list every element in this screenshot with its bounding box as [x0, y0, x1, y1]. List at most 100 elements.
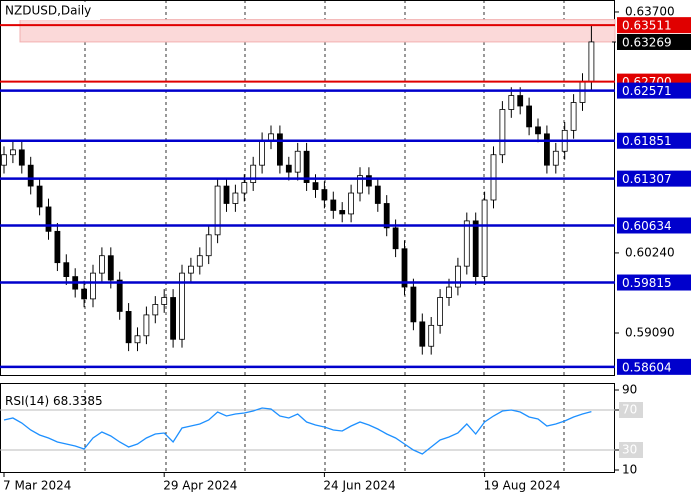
level-label: 0.58604	[622, 360, 672, 374]
candle-body	[205, 234, 212, 257]
candle-body	[90, 272, 96, 300]
candle-body	[276, 133, 283, 166]
candle-body	[1, 154, 7, 166]
level-label: 0.61307	[622, 172, 672, 186]
rsi-level-box	[619, 442, 643, 458]
y-tick-label: 0.63700	[625, 4, 675, 18]
candle-body	[526, 105, 532, 128]
candle-body	[285, 164, 292, 173]
candle-body	[134, 335, 141, 344]
candle-body	[321, 189, 328, 201]
candle-body	[18, 149, 25, 166]
candle-body	[552, 150, 559, 166]
candle-body	[392, 227, 399, 250]
rsi-panel	[0, 383, 615, 473]
level-label: 0.59815	[622, 276, 672, 290]
candle-body	[143, 314, 150, 337]
candle-body	[81, 288, 87, 300]
resistance-zone	[19, 19, 616, 43]
candle-body	[544, 133, 550, 166]
candle-body	[357, 175, 363, 194]
candle-body	[339, 210, 346, 215]
candle-body	[241, 182, 248, 194]
candle-body	[250, 164, 257, 183]
rsi-line	[3, 407, 592, 455]
candle-body	[535, 126, 541, 135]
rsi-level-box	[619, 402, 643, 418]
candle-body	[419, 321, 426, 347]
level-label: 0.63511	[622, 19, 672, 33]
y-tick-label: 70	[622, 403, 637, 417]
title-box	[2, 2, 100, 20]
level-label-box	[617, 358, 691, 375]
level-label-box	[617, 217, 691, 234]
candle-body	[214, 185, 221, 236]
candle-body	[116, 279, 123, 312]
candle-body	[330, 199, 337, 211]
x-tick-label: 7 Mar 2024	[3, 479, 71, 493]
level-label-box	[617, 17, 691, 34]
chart-title: NZDUSD,Daily	[5, 4, 91, 18]
y-tick-label: 0.60240	[625, 245, 675, 259]
candle-body	[579, 81, 586, 103]
candle-body	[294, 150, 301, 173]
y-tick-label: 30	[622, 443, 637, 457]
candle-body	[472, 220, 479, 278]
level-label: 0.60634	[622, 219, 672, 233]
x-tick-label: 24 Jun 2024	[323, 479, 395, 493]
x-tick-label: 19 Aug 2024	[484, 479, 561, 493]
level-label: 0.62571	[622, 84, 672, 98]
candle-body	[348, 192, 355, 215]
level-label: 0.63269	[622, 35, 672, 49]
candle-body	[383, 203, 390, 229]
candle-body	[365, 175, 372, 187]
candle-body	[54, 230, 61, 264]
candle-body	[27, 164, 34, 187]
candle-body	[36, 185, 43, 208]
candle-body	[63, 262, 70, 278]
candle-body	[499, 109, 506, 156]
candle-body	[179, 272, 185, 340]
candle-body	[463, 220, 470, 267]
candle-body	[588, 41, 595, 83]
y-tick-label: 90	[622, 383, 637, 397]
level-label-box	[617, 274, 691, 291]
candle-body	[570, 102, 577, 131]
candle-body	[170, 297, 177, 340]
candle-body	[259, 140, 266, 166]
y-tick-label: 0.59090	[625, 326, 675, 340]
candle-body	[437, 297, 444, 326]
plot-layer: 0.63700 0.60240 0.59090 7 Mar 2024 29 Apr 20…	[0, 0, 691, 493]
level-label-box	[617, 33, 691, 50]
candle-body	[303, 150, 310, 183]
rsi-value: 68.3385	[53, 394, 103, 408]
candle-body	[196, 255, 203, 267]
candle-body	[107, 255, 114, 281]
candle-body	[410, 286, 417, 323]
candle-body	[454, 265, 461, 288]
price-panel	[0, 0, 615, 376]
candle-body	[99, 255, 105, 274]
candle-body	[428, 324, 435, 347]
candle-body	[508, 95, 515, 110]
rsi-title: RSI(14) 68.3385	[5, 394, 103, 408]
candle-body	[374, 185, 381, 204]
candle-body	[446, 286, 452, 298]
rsi-name: RSI(14)	[5, 394, 49, 408]
candle-body	[45, 206, 52, 232]
candle-body	[312, 182, 319, 190]
level-label-box	[617, 132, 691, 149]
y-tick-label: 10	[622, 463, 637, 477]
candle-body	[490, 154, 497, 201]
level-label-box	[617, 82, 691, 99]
level-label: 0.61851	[622, 134, 672, 148]
candle-body	[401, 248, 408, 288]
candle-body	[161, 297, 168, 305]
x-tick-label: 29 Apr 2024	[163, 479, 237, 493]
candle-body	[9, 149, 16, 156]
candle-body	[187, 265, 194, 274]
candle-body	[223, 185, 230, 204]
level-label-box	[617, 170, 691, 187]
